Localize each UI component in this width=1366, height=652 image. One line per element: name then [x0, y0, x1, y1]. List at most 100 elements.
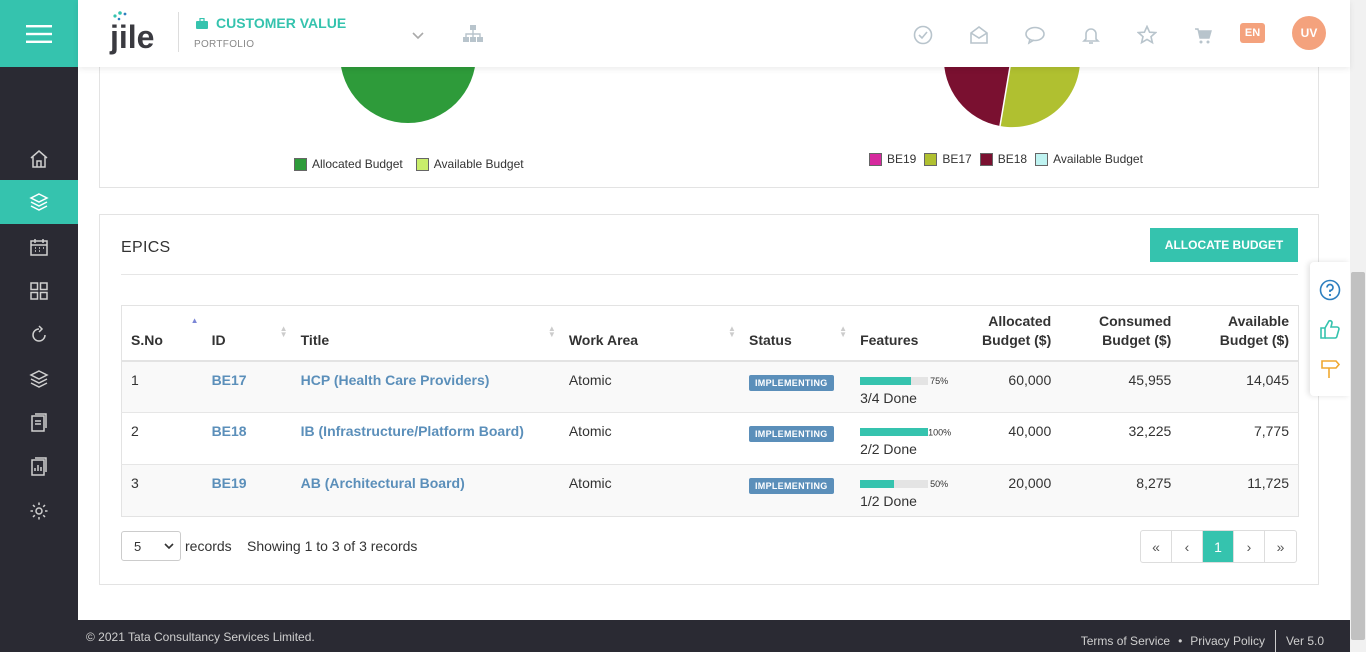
epic-title-link[interactable]: IB (Infrastructure/Platform Board): [300, 423, 524, 439]
footer: © 2021 Tata Consultancy Services Limited…: [78, 620, 1350, 652]
features-done: 3/4 Done: [860, 389, 917, 406]
row-sno: 2: [121, 412, 203, 465]
home-icon: [30, 150, 48, 168]
budget-charts-card: Allocated Budget Available Budget BE19 B…: [99, 55, 1319, 188]
col-work-area[interactable]: Work Area ▲ ▼: [559, 305, 740, 362]
inbox-button[interactable]: [968, 24, 990, 46]
features-cell: 50% 1/2 Done: [851, 464, 962, 517]
epic-title-link[interactable]: HCP (Health Care Providers): [300, 371, 490, 388]
cart-button[interactable]: [1192, 24, 1214, 46]
sidebar-item-layers[interactable]: [0, 357, 78, 401]
privacy-link[interactable]: Privacy Policy: [1190, 634, 1265, 648]
check-circle-icon: [913, 25, 933, 45]
allocated-value: 40,000: [961, 412, 1061, 465]
portfolio-icon: [29, 193, 49, 211]
table-row: 2 BE18 IB (Infrastructure/Platform Board…: [121, 412, 1299, 465]
progress-bar: [860, 428, 929, 437]
legend-item: BE18: [979, 152, 1027, 166]
first-page-button[interactable]: «: [1141, 531, 1172, 562]
favorites-button[interactable]: [1136, 24, 1158, 46]
portfolio-title[interactable]: CUSTOMER VALUE: [196, 15, 346, 31]
epic-title-link[interactable]: AB (Architectural Board): [300, 475, 465, 491]
allocate-budget-button[interactable]: ALLOCATE BUDGET: [1150, 228, 1298, 262]
last-page-button[interactable]: »: [1276, 538, 1285, 555]
epic-id-link[interactable]: BE17: [211, 371, 247, 388]
tasks-button[interactable]: [912, 24, 934, 46]
legend-item: BE17: [924, 152, 972, 166]
grid-icon: [30, 282, 48, 300]
hierarchy-button[interactable]: [463, 25, 483, 48]
sidebar: [0, 0, 86, 652]
feedback-button[interactable]: [1318, 317, 1342, 341]
document-icon: [31, 413, 47, 432]
records-per-page-select[interactable]: 5: [121, 531, 181, 561]
notifications-button[interactable]: [1080, 24, 1102, 46]
records-label: records: [185, 538, 232, 554]
features-done: 2/2 Done: [860, 441, 917, 457]
footer-links: Terms of Service • Privacy Policy Ver 5.…: [1081, 630, 1324, 652]
pagination: « ‹ 1 › »: [1140, 530, 1297, 563]
sidebar-item-report[interactable]: [0, 445, 78, 489]
legend-item: BE19: [869, 152, 916, 166]
next-page-button[interactable]: ›: [1234, 531, 1265, 562]
help-button[interactable]: [1318, 278, 1342, 302]
sidebar-item-grid[interactable]: [0, 269, 78, 313]
allocated-value: 60,000: [961, 360, 1061, 413]
jile-logo[interactable]: jile: [106, 10, 166, 56]
legend-item: Available Budget: [1035, 152, 1143, 166]
question-icon: [1319, 279, 1341, 301]
consumed-value: 32,225: [1060, 412, 1181, 465]
footer-divider: [1274, 630, 1276, 652]
layers-icon: [29, 370, 49, 388]
mail-open-icon: [970, 26, 988, 44]
hamburger-icon: [26, 24, 52, 43]
col-status[interactable]: Status ▲ ▼: [739, 305, 852, 362]
guide-button[interactable]: [1318, 356, 1342, 380]
chat-icon: [1025, 26, 1045, 45]
table-row: 1 BE17 HCP (Health Care Providers) Atomi…: [121, 360, 1299, 413]
prev-page-button[interactable]: ‹: [1172, 531, 1203, 562]
row-sno: 3: [121, 464, 203, 517]
progress-percent: 75%: [930, 375, 949, 386]
thumbs-up-icon: [1320, 319, 1340, 339]
sidebar-item-home[interactable]: [0, 137, 78, 181]
chat-button[interactable]: [1024, 24, 1046, 46]
col-id[interactable]: ID ▲ ▼: [202, 305, 292, 362]
table-header-row: S.No ▲ ID ▲ ▼ Title ▲ ▼ Work Area ▲ ▼ Status ▲ ▼ …: [121, 305, 1299, 362]
settings-icon: [30, 502, 48, 520]
sidebar-item-document[interactable]: [0, 401, 78, 445]
sidebar-item-portfolio[interactable]: [0, 180, 86, 224]
sidebar-item-refresh[interactable]: [0, 313, 78, 357]
progress-bar: [860, 480, 929, 489]
right-chart-legend: BE19 BE17 BE18 Available Budget: [869, 152, 1156, 166]
table-row: 3 BE19 AB (Architectural Board) Atomic I…: [121, 464, 1299, 517]
page-1-button[interactable]: 1: [1203, 531, 1234, 562]
col-title[interactable]: Title ▲ ▼: [291, 305, 560, 362]
sidebar-item-settings[interactable]: [0, 489, 78, 533]
progress-percent: 100%: [928, 427, 952, 438]
logo-icon: jile: [109, 11, 154, 55]
portfolio-dropdown[interactable]: [412, 27, 424, 45]
row-sno: 1: [121, 360, 203, 413]
epic-id-link[interactable]: BE19: [211, 475, 247, 491]
col-available-budget: Available Budget ($): [1180, 305, 1299, 362]
epic-id-link[interactable]: BE18: [211, 423, 247, 439]
user-avatar[interactable]: UV: [1292, 16, 1326, 50]
records-value: 5: [134, 538, 142, 554]
sidebar-item-calendar[interactable]: [0, 225, 78, 269]
col-sno[interactable]: S.No ▲: [121, 305, 203, 362]
menu-button[interactable]: [0, 0, 78, 67]
scrollbar-thumb[interactable]: [1351, 272, 1365, 640]
progress-bar: [860, 376, 929, 385]
calendar-icon: [30, 239, 48, 256]
language-button[interactable]: EN: [1240, 23, 1265, 43]
features-done: 1/2 Done: [860, 493, 917, 509]
terms-link[interactable]: Terms of Service: [1080, 634, 1171, 648]
chevron-down-icon: [412, 32, 424, 40]
epic-budget-pie-chart: [944, 55, 1080, 128]
signpost-icon: [1321, 360, 1341, 378]
portfolio-subtitle: PORTFOLIO: [194, 39, 255, 50]
bell-icon: [1082, 28, 1100, 44]
star-icon: [1137, 25, 1157, 45]
left-chart-legend: Allocated Budget Available Budget: [294, 157, 537, 171]
